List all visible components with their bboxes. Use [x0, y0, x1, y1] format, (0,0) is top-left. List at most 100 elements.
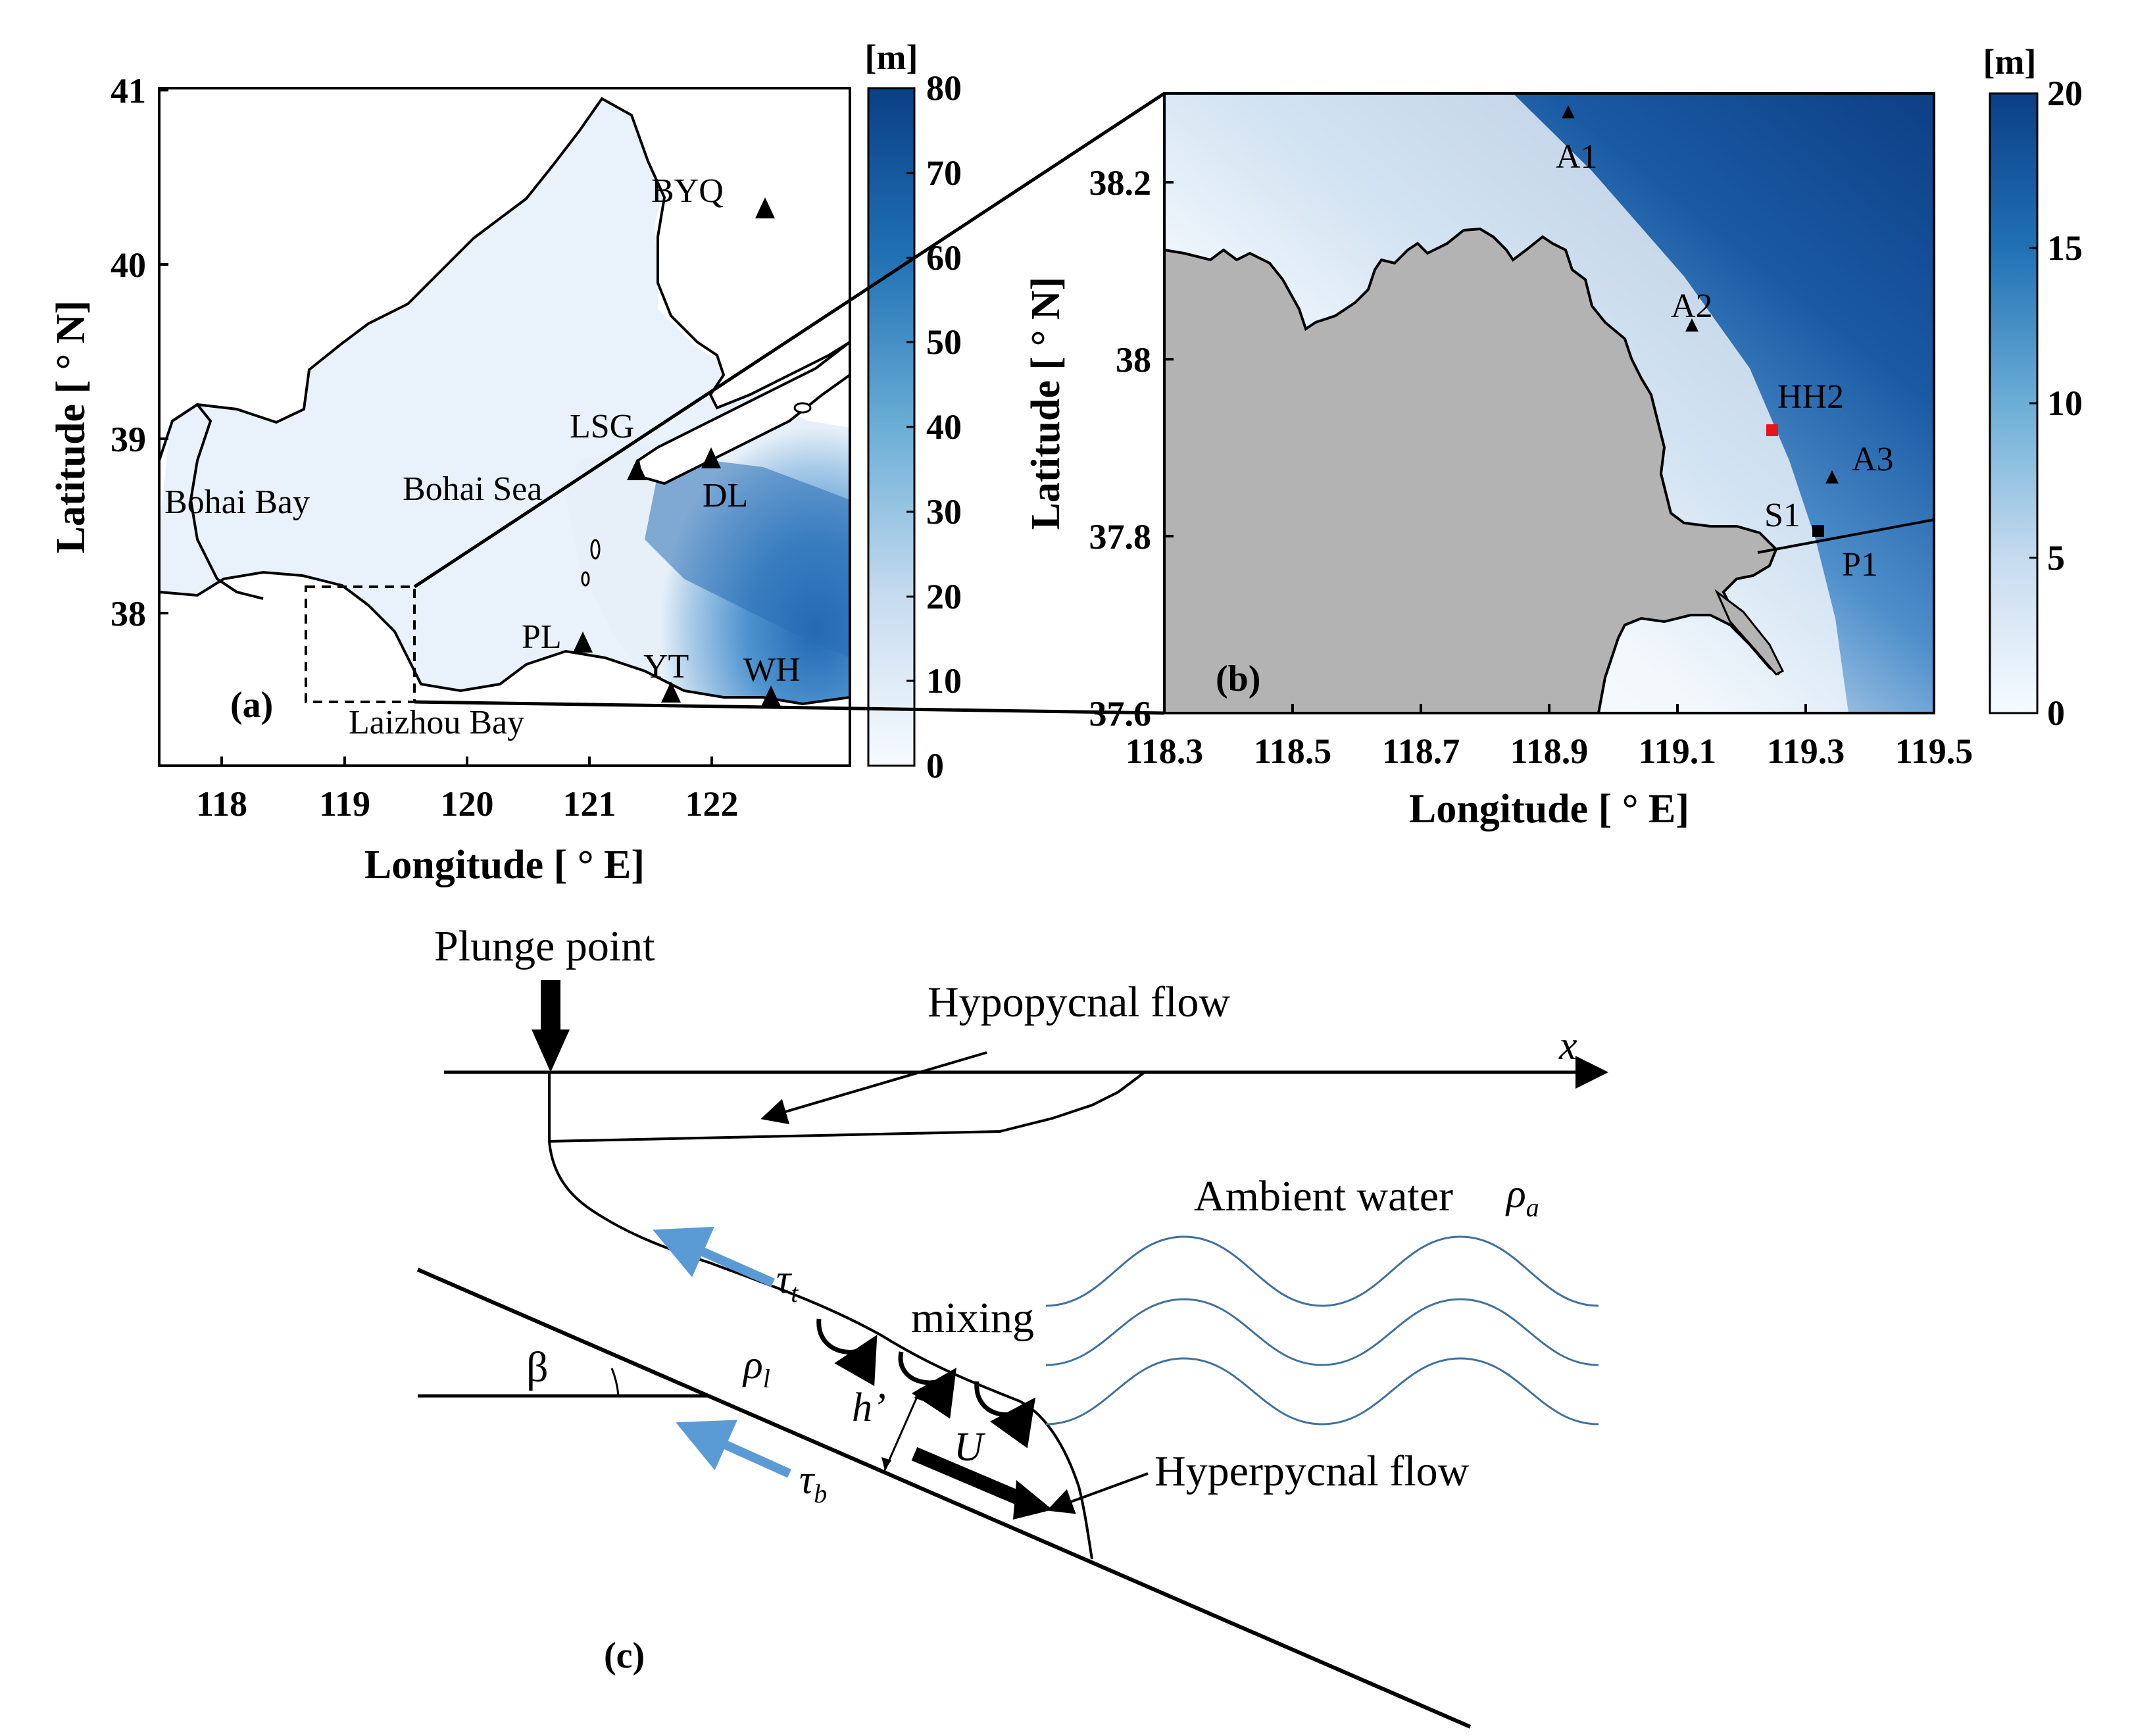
station-yt-label: YT	[643, 648, 689, 685]
panel-b-colorbar: [m] 20 15 10 5 0	[1983, 42, 2083, 733]
panel-b-spit	[1714, 589, 1785, 676]
bohai-strait-area	[645, 460, 850, 658]
cba-tick-30: 30	[926, 492, 962, 532]
panel-c-label: (c)	[604, 1635, 645, 1676]
station-yt-marker	[661, 682, 681, 703]
rho-l-label: ρl	[742, 1343, 770, 1393]
colorbar-b-unit: [m]	[1983, 42, 2037, 82]
cba-tick-10: 10	[926, 661, 962, 701]
panel-b-stations: A1 A2 HH2 A3 S1 P1	[1556, 105, 1935, 583]
cba-tick-60: 60	[926, 238, 962, 278]
panel-b-label: (b)	[1216, 658, 1260, 699]
wave-2	[1045, 1298, 1599, 1366]
panel-b-ytick-labels: 38.2 38 37.8 37.6	[1089, 163, 1152, 733]
b-xtick-1195: 119.5	[1895, 732, 1973, 771]
hyperpycnal-label: Hyperpycnal flow	[1154, 1447, 1470, 1495]
cba-tick-70: 70	[926, 153, 962, 193]
b-ytick-382: 38.2	[1089, 163, 1152, 203]
hyperpycnal-top-boundary	[548, 1072, 1093, 1560]
velocity-arrow-head	[1013, 1480, 1053, 1520]
hyperpycnal-pointer	[1047, 1472, 1149, 1514]
station-byq-label: BYQ	[651, 172, 724, 210]
liaodong-peninsula	[636, 340, 850, 485]
panel-a-stations: BYQ LSG DL PL YT WH	[522, 172, 801, 707]
plunge-arrow-head	[532, 1029, 570, 1072]
ambient-waves	[1045, 1235, 1599, 1426]
thickness-marker	[883, 1387, 922, 1471]
panel-b-ticks	[1163, 181, 1935, 714]
wave-1	[1045, 1235, 1599, 1307]
panel-b-study-area-map: 118.3 118.5 118.7 118.9 119.1 119.3 119.…	[1024, 42, 2083, 831]
panel-a-xlabel: Longitude [ ° E]	[364, 843, 645, 887]
region-laizhou-bay: Laizhou Bay	[349, 704, 524, 741]
station-a2-marker	[1685, 318, 1698, 332]
station-a1-label: A1	[1556, 138, 1598, 176]
b-ytick-378: 37.8	[1089, 517, 1152, 557]
ambient-water-label: Ambient water	[1194, 1172, 1453, 1220]
b-xtick-1187: 118.7	[1382, 732, 1460, 771]
station-s1-label: S1	[1764, 497, 1800, 534]
a-xtick-122: 122	[685, 784, 739, 824]
b-xtick-1183: 118.3	[1126, 732, 1204, 771]
tau-b-arrow	[676, 1420, 791, 1478]
station-p1-label: P1	[1842, 546, 1878, 583]
panel-a-colorbar: [m] 80 70 60 50 40 30 20 10 0	[865, 37, 962, 785]
a-xtick-118: 118	[196, 784, 247, 824]
panel-a-frame	[158, 87, 851, 767]
slope-bed-line	[416, 1268, 1472, 1729]
a-ytick-40: 40	[111, 245, 146, 285]
tau-b-label: τb	[799, 1458, 827, 1508]
b-xtick-1191: 119.1	[1639, 732, 1717, 771]
b-xtick-1193: 119.3	[1767, 732, 1845, 771]
panel-a-ylabel: Latitude [ ° N]	[49, 301, 93, 554]
cbb-tick-15: 15	[2047, 228, 2083, 268]
panel-b-xlabel: Longitude [ ° E]	[1409, 787, 1689, 831]
tau-t-arrow	[653, 1226, 775, 1287]
cba-tick-20: 20	[926, 577, 962, 616]
panel-b-ylabel: Latitude [ ° N]	[1024, 277, 1068, 530]
panel-b-xtick-labels: 118.3 118.5 118.7 118.9 119.1 119.3 119.…	[1126, 732, 1973, 771]
velocity-label: U	[954, 1425, 986, 1470]
station-lsg-marker	[627, 459, 647, 480]
region-bohai-sea: Bohai Sea	[403, 470, 542, 508]
b-xtick-1189: 118.9	[1510, 732, 1589, 771]
mixing-label: mixing	[911, 1294, 1034, 1342]
a-ytick-41: 41	[111, 71, 146, 111]
station-dl-label: DL	[703, 477, 748, 514]
station-s1-marker	[1812, 525, 1824, 537]
wave-3	[1045, 1357, 1599, 1426]
a-xtick-119: 119	[319, 784, 370, 824]
island-3	[793, 402, 812, 414]
panel-a-label: (a)	[230, 685, 273, 726]
a-ytick-39: 39	[111, 420, 146, 459]
island-2	[581, 571, 590, 587]
a-xtick-121: 121	[563, 784, 616, 824]
panel-c-schematic: Plunge point x Hypopycnal flow β τt τb ρ…	[416, 922, 1608, 1729]
mixing-eddy-2	[898, 1351, 956, 1419]
beta-angle-arc	[610, 1368, 620, 1397]
cba-tick-80: 80	[926, 68, 962, 108]
north-coast-land	[159, 88, 850, 461]
station-pl-label: PL	[522, 618, 562, 656]
station-a1-marker	[1562, 105, 1575, 118]
b-ytick-38: 38	[1116, 340, 1151, 380]
station-a3-marker	[1825, 470, 1839, 484]
station-a3-label: A3	[1852, 441, 1894, 478]
rho-a-label: ρa	[1505, 1172, 1539, 1222]
tau-t-label: τt	[776, 1257, 799, 1308]
plunge-point-label: Plunge point	[434, 922, 655, 970]
panel-a-ytick-labels: 41 40 39 38	[111, 71, 146, 633]
panel-b-land	[1164, 227, 1781, 713]
island-1	[590, 539, 601, 560]
a-xtick-120: 120	[441, 784, 494, 824]
cbb-tick-0: 0	[2047, 693, 2065, 733]
station-pl-marker	[573, 632, 593, 653]
station-p1-section	[1757, 518, 1935, 554]
station-wh-label: WH	[743, 651, 801, 689]
station-hh2-marker	[1766, 424, 1778, 436]
hypopycnal-pointer	[760, 1051, 987, 1125]
cba-tick-50: 50	[926, 322, 962, 362]
cbb-tick-20: 20	[2047, 74, 2083, 113]
station-hh2-label: HH2	[1777, 378, 1844, 416]
